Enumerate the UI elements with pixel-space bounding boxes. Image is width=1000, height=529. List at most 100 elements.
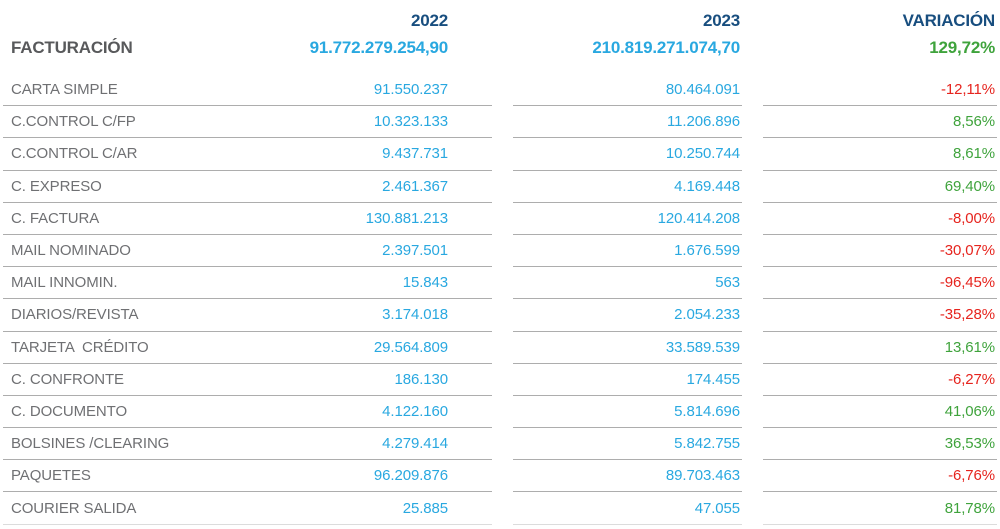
table-row: MAIL INNOMIN. 15.843 563 -96,45% <box>3 267 997 300</box>
value-variation: -35,28% <box>939 306 995 324</box>
row-cell-2023: 33.589.539 <box>513 332 742 364</box>
row-cell-variation: -6,27% <box>763 364 997 396</box>
row-cell-2023: 174.455 <box>513 364 742 396</box>
row-cell-2023: 89.703.463 <box>513 460 742 493</box>
table-row: BOLSINES /CLEARING 4.279.414 5.842.755 3… <box>3 428 997 461</box>
header-cell-2023: 2023 <box>513 11 742 30</box>
row-cell-label-2022: MAIL INNOMIN. 15.843 <box>3 267 492 300</box>
row-cell-variation: 8,56% <box>763 106 997 139</box>
totals-cell-label-2022: FACTURACIÓN 91.772.279.254,90 <box>3 38 492 57</box>
row-label: MAIL NOMINADO <box>11 242 131 260</box>
column-gap <box>742 267 763 299</box>
column-gap <box>742 428 763 460</box>
value-2023: 174.455 <box>686 370 740 388</box>
row-label: COURIER SALIDA <box>11 499 137 517</box>
column-gap <box>742 332 763 364</box>
value-variation: -8,00% <box>948 209 995 227</box>
column-gap <box>742 492 763 524</box>
row-cell-2023: 1.676.599 <box>513 235 742 268</box>
column-gap <box>742 38 763 57</box>
column-gap <box>492 74 513 106</box>
row-cell-variation: -35,28% <box>763 299 997 332</box>
table-row: MAIL NOMINADO 2.397.501 1.676.599 -30,07… <box>3 235 997 268</box>
row-cell-2023: 563 <box>513 267 742 300</box>
row-label: BOLSINES /CLEARING <box>11 435 170 453</box>
column-gap <box>492 106 513 138</box>
table-row: COURIER SALIDA 25.885 47.055 81,78% <box>3 492 997 525</box>
table-row: C.CONTROL C/AR 9.437.731 10.250.744 8,61… <box>3 138 997 171</box>
value-variation: -6,27% <box>948 370 995 388</box>
billing-table: 2022 2023 VARIACIÓN FACTURACIÓN 91.772.2… <box>3 0 997 525</box>
row-cell-label-2022: CARTA SIMPLE 91.550.237 <box>3 74 492 107</box>
value-2022: 4.122.160 <box>382 402 448 420</box>
row-cell-variation: -30,07% <box>763 235 997 268</box>
row-cell-2023: 80.464.091 <box>513 74 742 107</box>
value-variation: -96,45% <box>939 274 995 292</box>
column-gap <box>492 332 513 364</box>
total-2023: 210.819.271.074,70 <box>592 37 740 57</box>
value-2022: 3.174.018 <box>382 306 448 324</box>
value-2022: 96.209.876 <box>373 467 448 485</box>
column-gap <box>492 138 513 170</box>
row-cell-2023: 5.842.755 <box>513 428 742 461</box>
column-gap <box>742 138 763 170</box>
totals-row: FACTURACIÓN 91.772.279.254,90 210.819.27… <box>3 38 997 57</box>
row-label: TARJETA CRÉDITO <box>11 338 149 356</box>
row-cell-variation: -96,45% <box>763 267 997 300</box>
column-gap <box>742 364 763 396</box>
row-cell-variation: -12,11% <box>763 74 997 107</box>
value-2022: 130.881.213 <box>365 209 448 227</box>
value-2023: 5.814.696 <box>674 402 740 420</box>
row-cell-label-2022: C. FACTURA 130.881.213 <box>3 203 492 235</box>
value-2023: 89.703.463 <box>665 467 740 485</box>
value-variation: 69,40% <box>944 177 995 195</box>
value-2023: 33.589.539 <box>665 338 740 356</box>
column-gap <box>492 267 513 299</box>
facturacion-label: FACTURACIÓN <box>11 37 133 57</box>
row-cell-variation: -6,76% <box>763 460 997 493</box>
value-2022: 91.550.237 <box>373 81 448 99</box>
row-label: C. FACTURA <box>11 209 100 227</box>
value-variation: 81,78% <box>944 499 995 517</box>
row-cell-label-2022: C.CONTROL C/AR 9.437.731 <box>3 138 492 171</box>
column-header-row: 2022 2023 VARIACIÓN <box>3 11 997 30</box>
column-gap <box>492 299 513 331</box>
column-gap <box>492 171 513 203</box>
value-2022: 29.564.809 <box>373 338 448 356</box>
value-2023: 120.414.208 <box>657 209 740 227</box>
row-cell-2023: 4.169.448 <box>513 171 742 203</box>
header-cell-2022: 2022 <box>3 11 492 30</box>
column-gap <box>492 364 513 396</box>
value-variation: 36,53% <box>944 435 995 453</box>
value-2022: 4.279.414 <box>382 435 448 453</box>
row-label: CARTA SIMPLE <box>11 81 118 99</box>
column-gap <box>492 492 513 524</box>
table-header: 2022 2023 VARIACIÓN FACTURACIÓN 91.772.2… <box>3 0 997 57</box>
column-gap <box>492 428 513 460</box>
header-cell-variation: VARIACIÓN <box>763 11 997 30</box>
column-gap <box>742 460 763 492</box>
row-cell-label-2022: BOLSINES /CLEARING 4.279.414 <box>3 428 492 461</box>
row-cell-variation: 36,53% <box>763 428 997 461</box>
row-cell-label-2022: PAQUETES 96.209.876 <box>3 460 492 493</box>
value-variation: 8,56% <box>952 113 995 131</box>
table-row: CARTA SIMPLE 91.550.237 80.464.091 -12,1… <box>3 74 997 107</box>
table-row: DIARIOS/REVISTA 3.174.018 2.054.233 -35,… <box>3 299 997 332</box>
column-header-2022: 2022 <box>410 10 448 30</box>
row-cell-2023: 5.814.696 <box>513 396 742 429</box>
row-label: C.CONTROL C/FP <box>11 113 136 131</box>
value-2023: 563 <box>715 274 740 292</box>
table-body: CARTA SIMPLE 91.550.237 80.464.091 -12,1… <box>3 74 997 525</box>
table-row: C.CONTROL C/FP 10.323.133 11.206.896 8,5… <box>3 106 997 139</box>
column-gap <box>742 396 763 428</box>
column-gap <box>492 460 513 492</box>
row-cell-variation: 41,06% <box>763 396 997 429</box>
row-label: MAIL INNOMIN. <box>11 274 118 292</box>
value-2023: 2.054.233 <box>674 306 740 324</box>
value-2023: 10.250.744 <box>665 145 740 163</box>
row-cell-label-2022: TARJETA CRÉDITO 29.564.809 <box>3 332 492 364</box>
row-cell-label-2022: COURIER SALIDA 25.885 <box>3 492 492 525</box>
value-2022: 186.130 <box>394 370 448 388</box>
row-cell-label-2022: C.CONTROL C/FP 10.323.133 <box>3 106 492 139</box>
column-gap <box>742 74 763 106</box>
